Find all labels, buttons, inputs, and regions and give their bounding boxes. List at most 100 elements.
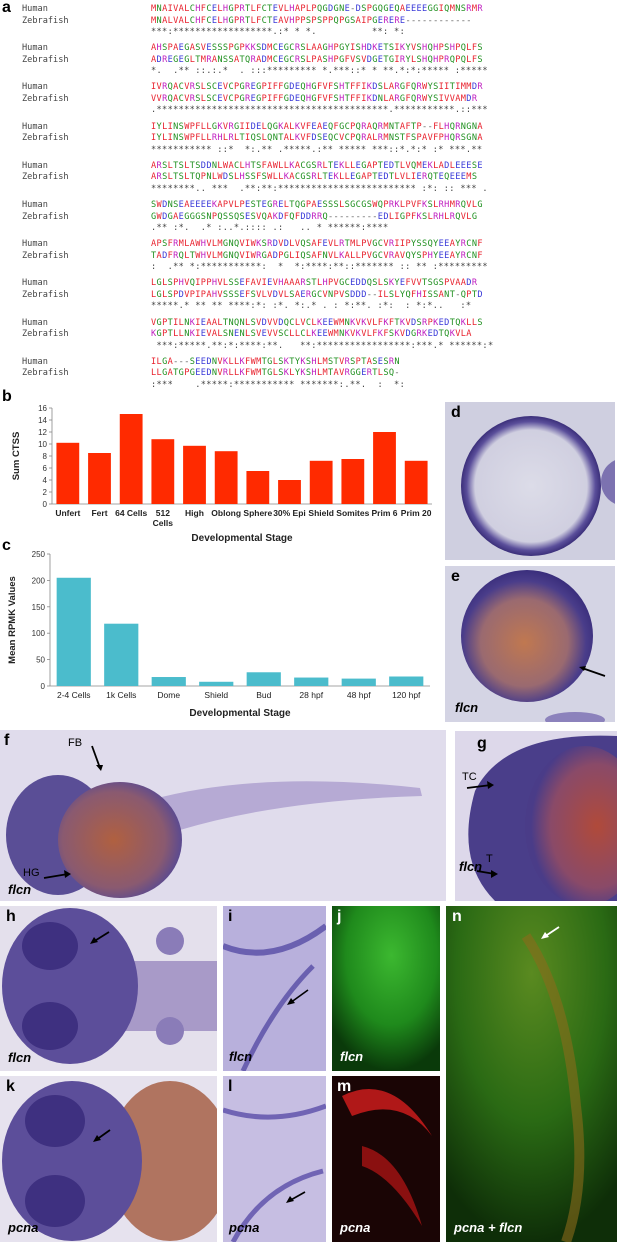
y-tick-label: 200 (32, 576, 46, 585)
bar (151, 439, 175, 504)
alignment-species-label: Human (22, 239, 48, 250)
annotation-fb: FB (68, 737, 83, 749)
alignment-species-label: Zebrafish (22, 15, 69, 26)
panel-label-k: k (6, 1078, 15, 1095)
y-tick-label: 0 (43, 500, 48, 509)
photo-f-image (0, 730, 446, 901)
alignment-block: Human APSFRMLAWHVLMGNQVIWKSRDVDLVQSAFEVLR… (0, 238, 617, 273)
alignment-sequence: GWDGAEGGGSNPQSSQSESVQAKDFQFDDRRQ--------… (151, 211, 478, 222)
panel-label-m: m (337, 1078, 352, 1095)
alignment-sequence: .***************************************… (151, 105, 488, 116)
gene-label-m: pcna (340, 1220, 371, 1235)
alignment-sequence: ARSLTSLTSDDNLWACLHTSFAWLLKACGSRLTEKLLEGA… (151, 160, 483, 171)
x-tick-label: Unfert (55, 508, 80, 518)
alignment-sequence: :*** .*****:*********** *******:.**. : *… (151, 379, 406, 390)
alignment-sequence: APSFRMLAWHVLMGNQVIWKSRDVDLVQSAFEVLRTMLPV… (151, 239, 483, 250)
alignment-sequence: LLGATGPGEEDNVRLLKFWMTGLSKLYKSHLMTAVRGGER… (151, 368, 400, 379)
gene-label-g: flcn (459, 859, 483, 874)
panel-label-j: j (337, 908, 342, 925)
panel-label-i: i (228, 908, 233, 925)
alignment-sequence: ***:******************.:* * *. **: *: (151, 27, 406, 37)
alignment-species-label: Human (22, 43, 48, 54)
bar (104, 623, 139, 686)
panel-label-a: a (2, 0, 11, 16)
alignment-species-label: Zebrafish (22, 172, 69, 183)
x-tick-label: Prim 6 (372, 508, 398, 518)
x-tick-label: Shield (204, 690, 228, 700)
annotation-t: T (486, 853, 493, 865)
panel-label-n: n (452, 908, 462, 925)
alignment-sequence: .** :*. .* :..*.:::: .: .. * ******:**** (151, 223, 389, 233)
bar (341, 678, 376, 686)
alignment-sequence: : .** *:***********: * *:****:**::******… (151, 262, 488, 273)
gene-label-n: pcna + flcn (454, 1220, 523, 1235)
photo-e-image (445, 566, 615, 722)
x-tick-label: 2-4 Cells (57, 690, 91, 700)
bar (56, 577, 91, 686)
bar (389, 676, 424, 686)
alignment-species-label: Human (22, 4, 48, 14)
x-tick-label: Oblong (211, 508, 241, 518)
photo-j-green: j flcn (332, 906, 440, 1071)
x-tick-label: 28 hpf (299, 690, 323, 700)
y-tick-label: 150 (32, 603, 46, 612)
gene-label-i: flcn (229, 1049, 253, 1064)
alignment-species-label: Human (22, 278, 48, 289)
panel-label-l: l (228, 1078, 233, 1095)
alignment-sequence: ADREGEGLTMRANSSATQRADMCEGCRSLPASHPGFVSVD… (151, 54, 483, 65)
alignment-block: Human LGLSPHVQIPPHVLSSEFAVIEVHAAARSTLHPVG… (0, 277, 617, 312)
bar (278, 480, 301, 504)
alignment-sequence: ILGA---SEEDNVKLLKFWMTGLSKTYKSHLMSTVRSPTA… (151, 356, 400, 367)
x-tick-label: Cells (153, 518, 174, 528)
alignment-block: Human ILGA---SEEDNVKLLKFWMTGLSKTYKSHLMSTV… (0, 356, 617, 391)
y-axis-title: Sum CTSS (11, 432, 22, 481)
photo-f-larva: f FB HG flcn (0, 730, 446, 901)
alignment-sequence: MNAIVALCHFCELHGPRTLFCTEVLHAPLPQGDGNE-DSP… (151, 4, 483, 14)
y-tick-label: 250 (32, 550, 46, 559)
x-tick-label: 48 hpf (347, 690, 371, 700)
alignment-sequence: IYLINSWPFLLRHLRLTIQSLQNTALKVFDSEQCVCPQRA… (151, 133, 483, 144)
y-tick-label: 2 (43, 488, 48, 497)
x-tick-label: 1k Cells (106, 690, 136, 700)
y-tick-label: 14 (38, 416, 47, 425)
x-tick-label: Sphere (243, 508, 272, 518)
alignment-species-label: Zebrafish (22, 93, 69, 104)
bar (151, 677, 186, 686)
y-axis-title: Mean RPMK Values (7, 576, 18, 664)
gene-label-f: flcn (8, 882, 32, 897)
panel-label-g: g (477, 735, 487, 752)
panel-label-h: h (6, 908, 16, 925)
alignment-sequence: ***:*****.**:*:****:**. **:*************… (151, 340, 494, 351)
bar (341, 459, 365, 504)
photo-l-detail: l pcna (223, 1076, 326, 1242)
alignment-sequence: *********** ::* *:.** .*****.:** ***** *… (151, 144, 483, 155)
annotation-hg: HG (23, 867, 40, 879)
photo-m-image (332, 1076, 440, 1242)
y-tick-label: 10 (38, 440, 47, 449)
alignment-block: Human IYLINSWPFLLGKVRGIIDELQGKALKVFEAEQFG… (0, 121, 617, 156)
photo-i-detail: i flcn (223, 906, 326, 1071)
alignment-sequence: ARSLTSLTQPNLWDSLHSSFSWLLKACGSRLTEKLLEGAP… (151, 172, 478, 183)
alignment-sequence: VGPTILNKIEAALTNQNLSVDVVDQCLVCLKEEWMNKVKV… (151, 317, 483, 328)
y-tick-label: 50 (36, 656, 45, 665)
x-tick-label: 64 Cells (115, 508, 147, 518)
alignment-sequence: IYLINSWPFLLGKVRGIIDELQGKALKVFEAEQFGCPQRA… (151, 121, 483, 132)
bar (88, 453, 111, 504)
sequence-alignment-panel: a Human MNAIVALCHFCELHGPRTLFCTEVLHAPLPQGD… (0, 0, 617, 395)
y-tick-label: 16 (38, 404, 47, 413)
photo-m-red: m pcna (332, 1076, 440, 1242)
x-tick-label: Bud (256, 690, 271, 700)
y-tick-label: 6 (43, 464, 48, 473)
bar (183, 445, 206, 504)
photo-i-image (223, 906, 326, 1071)
bar (294, 677, 329, 686)
x-tick-label: High (185, 508, 204, 518)
panel-label-f: f (4, 732, 10, 749)
x-axis-title: Developmental Stage (189, 708, 291, 719)
alignment-species-label: Human (22, 160, 48, 171)
x-tick-label: Somites (336, 508, 369, 518)
alignment-block: Human AHSPAEGASVESSSPGPKKSDMCEGCRSLAAGHPG… (0, 42, 617, 77)
bar (56, 442, 80, 504)
photo-d-embryo: d (445, 402, 615, 560)
